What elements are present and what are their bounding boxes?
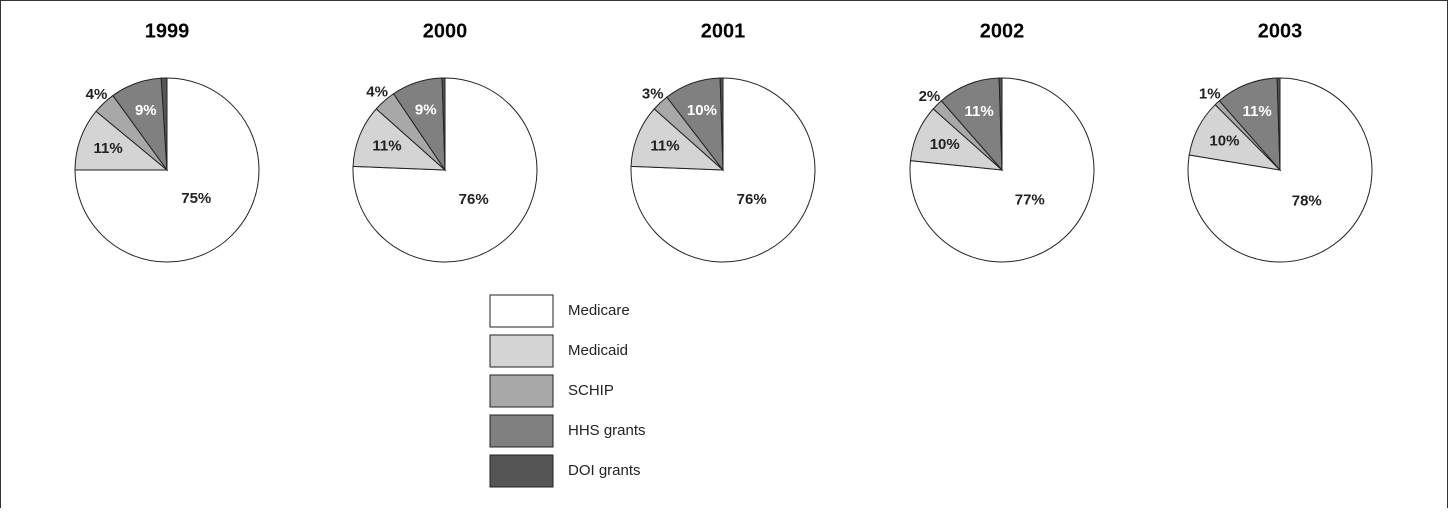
legend-swatch — [489, 454, 554, 488]
data-label: 77% — [1015, 192, 1045, 209]
pie-slice — [998, 77, 1003, 171]
pie-slice — [1187, 77, 1373, 263]
legend-label: SCHIP — [568, 382, 614, 399]
data-label: 76% — [459, 191, 489, 208]
data-label: 9% — [135, 102, 157, 119]
legend-label: HHS grants — [568, 422, 646, 439]
data-label: 2% — [919, 88, 941, 105]
legend-label: Medicare — [568, 302, 630, 319]
data-label: 76% — [737, 191, 767, 208]
data-label: 1% — [1199, 86, 1221, 103]
pie-slice — [1276, 77, 1281, 171]
chart-title: 2001 — [701, 20, 746, 42]
legend-swatch — [489, 414, 554, 448]
legend-swatch — [489, 374, 554, 408]
data-label: 3% — [642, 86, 664, 103]
data-label: 11% — [964, 103, 993, 120]
data-label: 10% — [1209, 132, 1239, 149]
pie-slice — [441, 77, 446, 171]
pie-slice — [719, 77, 724, 171]
data-label: 10% — [930, 136, 960, 153]
legend-swatch — [489, 294, 554, 328]
data-label: 4% — [366, 83, 388, 100]
chart-title: 2002 — [980, 20, 1025, 42]
chart-title: 2000 — [423, 20, 468, 42]
pie-slice — [74, 77, 260, 263]
chart-title: 1999 — [145, 20, 190, 42]
data-label: 10% — [687, 102, 717, 119]
pie-slice — [160, 77, 168, 171]
data-label: 11% — [372, 138, 401, 155]
data-label: 9% — [415, 101, 437, 118]
data-label: 75% — [181, 190, 211, 207]
data-label: 78% — [1292, 193, 1322, 210]
legend-swatch — [489, 334, 554, 368]
legend-label: DOI grants — [568, 462, 641, 479]
data-label: 4% — [86, 86, 108, 103]
legend-label: Medicaid — [568, 342, 628, 359]
data-label: 11% — [650, 138, 679, 155]
data-label: 11% — [1242, 103, 1271, 120]
data-label: 11% — [94, 140, 123, 157]
pie-slice — [909, 77, 1095, 263]
chart-title: 2003 — [1258, 20, 1303, 42]
